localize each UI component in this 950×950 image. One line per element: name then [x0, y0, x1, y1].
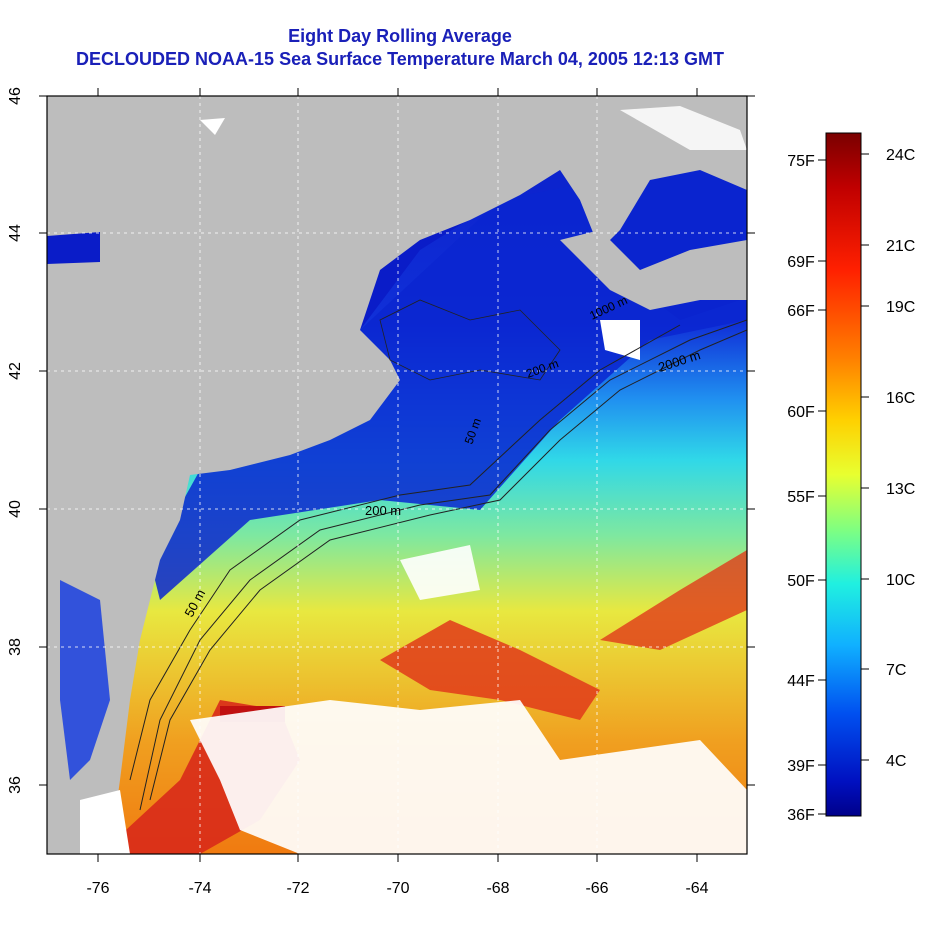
legend-f-label: 44F	[787, 673, 815, 690]
lon-tick-label: -64	[685, 880, 708, 897]
legend-f-label: 39F	[787, 758, 815, 775]
legend-f-label: 60F	[787, 404, 815, 421]
legend-c-label: 10C	[886, 572, 915, 589]
lon-tick-label: -76	[86, 880, 109, 897]
land-mass	[47, 96, 747, 854]
lon-tick-label: -74	[188, 880, 211, 897]
legend-f-label: 36F	[787, 807, 815, 824]
legend-c-label: 7C	[886, 662, 906, 679]
lat-tick-label: 36	[7, 776, 24, 794]
legend-f-label: 66F	[787, 303, 815, 320]
legend-colorbar	[825, 132, 862, 817]
contour-label: 200 m	[365, 503, 401, 518]
temperature-legend: 75F 69F 66F 60F 55F 50F 44F 39F 36F 24C …	[787, 132, 915, 824]
lat-tick-label: 42	[7, 362, 24, 380]
legend-f-label: 75F	[787, 153, 815, 170]
lon-axis: -76 -74 -72 -70 -68 -66 -64	[86, 88, 709, 897]
lat-tick-label: 40	[7, 500, 24, 518]
lon-tick-label: -66	[585, 880, 608, 897]
legend-c-label: 19C	[886, 299, 915, 316]
gulf-stream-warm	[380, 620, 600, 720]
map-title: Eight Day Rolling Average	[288, 26, 512, 46]
lon-tick-label: -68	[486, 880, 509, 897]
contour-2000m	[149, 329, 747, 801]
map-canvas: 50 m 200 m 2000 m 50 m 200 m 1000 m	[47, 96, 747, 854]
cloud-mask	[190, 700, 747, 854]
lat-tick-label: 38	[7, 638, 24, 656]
lat-tick-label: 46	[7, 87, 24, 105]
legend-c-label: 13C	[886, 481, 915, 498]
legend-f-label: 69F	[787, 254, 815, 271]
legend-c-label: 16C	[886, 390, 915, 407]
chesapeake-bay	[60, 580, 110, 780]
legend-f-label: 55F	[787, 489, 815, 506]
legend-f-label: 50F	[787, 573, 815, 590]
lat-tick-label: 44	[7, 224, 24, 242]
legend-c-label: 4C	[886, 753, 906, 770]
legend-c-label: 21C	[886, 238, 915, 255]
map-frame	[46, 95, 748, 855]
map-subtitle: DECLOUDED NOAA-15 Sea Surface Temperatur…	[76, 49, 724, 69]
lon-tick-label: -72	[286, 880, 309, 897]
legend-c-label: 24C	[886, 147, 915, 164]
lon-tick-label: -70	[386, 880, 409, 897]
lat-axis: 36 38 40 42 44 46	[7, 87, 755, 794]
